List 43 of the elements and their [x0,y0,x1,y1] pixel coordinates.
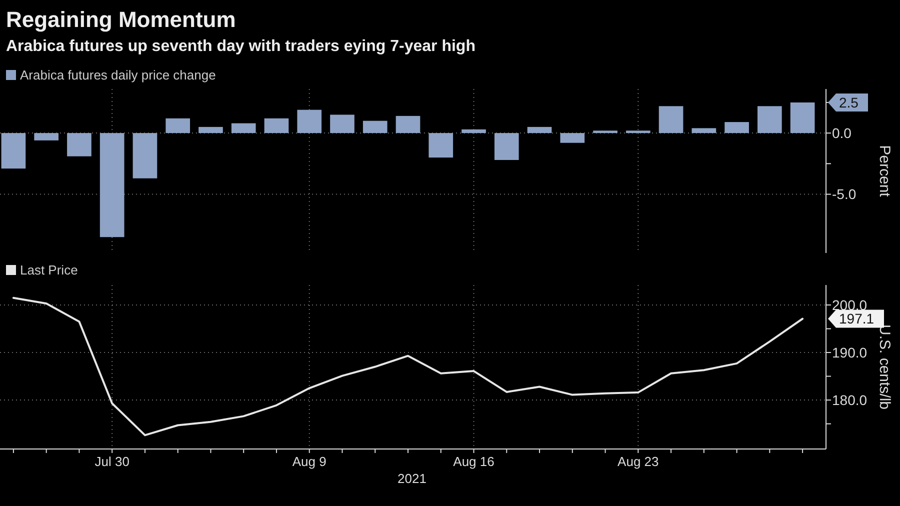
bar [67,133,92,156]
y-tick-label: -5.0 [832,186,856,202]
line-series [12,296,804,436]
y-tick-label: 180.0 [832,392,868,408]
bar [593,130,618,134]
x-tick-label: Aug 23 [618,454,659,469]
bar [1,133,26,169]
bar [132,133,158,178]
bar [790,102,815,134]
bar [758,106,782,134]
y-tick-label: 190.0 [832,344,868,360]
bar [231,123,256,134]
y-tick-label: 0.0 [832,124,852,141]
bar [166,118,190,134]
bar [100,133,124,238]
bar [658,106,684,134]
y-tick-label: 200.0 [832,296,868,313]
bar [626,130,650,134]
bar [494,133,519,160]
bar [198,126,223,134]
bar [462,129,486,134]
bar [560,133,585,143]
bar [692,128,716,134]
x-tick-label: Aug 9 [292,454,326,469]
bar [264,118,289,134]
legend-label: Last Price [20,262,78,278]
bar [34,133,58,140]
bar [724,122,749,134]
chart-title: Regaining Momentum [6,7,236,32]
bar [527,126,552,134]
bar [362,120,388,134]
text: 2.5 [839,94,859,110]
x-axis-title: 2021 [398,471,426,486]
y-axis-title: Percent [876,145,893,198]
bar [297,110,322,134]
bar [396,116,420,134]
text: 197.1 [839,310,874,327]
bar [330,114,354,134]
legend-label: Arabica futures daily price change [20,68,216,83]
x-tick-label: Aug 16 [453,454,494,469]
chart-subtitle: Arabica futures up seventh day with traders eying 7-year high [6,38,476,55]
bar [428,133,454,158]
x-tick-label: Jul 30 [94,454,130,469]
